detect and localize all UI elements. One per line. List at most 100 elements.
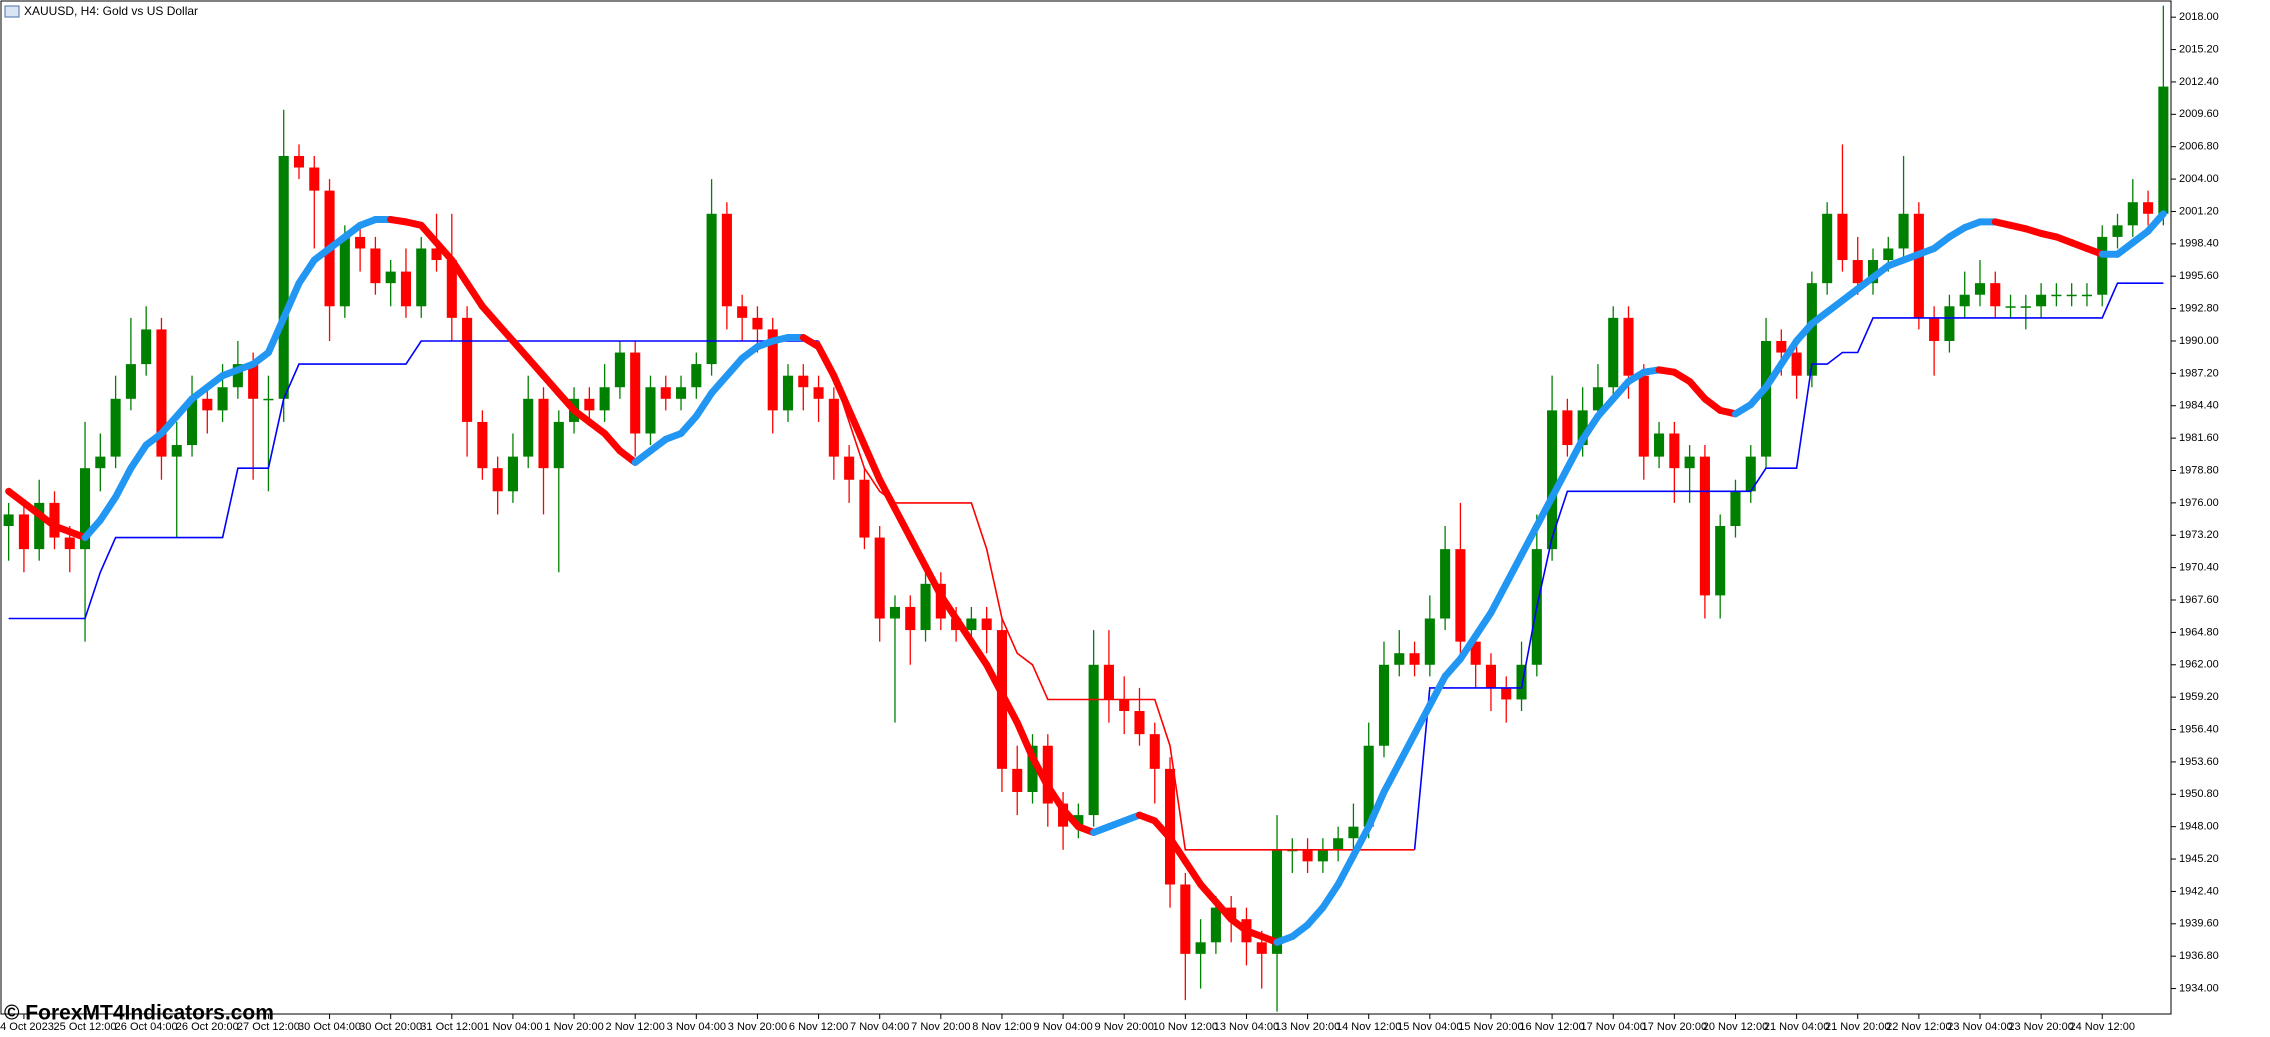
candle-body <box>1592 387 1603 411</box>
candle-body <box>813 387 824 399</box>
candle-body <box>339 236 350 307</box>
trend-ma-segment <box>1487 580 1510 617</box>
candle-body <box>1256 942 1267 954</box>
candle-body <box>1409 653 1420 665</box>
x-tick-label: 26 Oct 20:00 <box>176 1021 239 1033</box>
trend-ma-segment <box>1777 337 1801 368</box>
y-tick-label: 1973.20 <box>2179 529 2219 541</box>
y-tick-label: 1950.80 <box>2179 788 2219 800</box>
y-tick-label: 1936.80 <box>2179 950 2219 962</box>
trend-ma-segment <box>723 354 746 380</box>
symbol-icon <box>4 5 20 18</box>
candle-body <box>675 387 687 399</box>
candle-body <box>1898 213 1909 249</box>
candle-body <box>523 398 534 457</box>
candle-body <box>1363 745 1374 827</box>
x-tick-label: 24 Oct 2023 <box>0 1021 54 1033</box>
candle-body <box>171 445 182 457</box>
x-tick-label: 21 Nov 20:00 <box>1825 1021 1890 1033</box>
y-tick-label: 1948.00 <box>2179 821 2219 833</box>
candle-body <box>1424 618 1435 665</box>
candle-body <box>2036 294 2047 307</box>
candle-body <box>1684 456 1695 469</box>
candle-body <box>1317 849 1328 862</box>
candle-body <box>64 537 75 550</box>
y-tick-label: 1962.00 <box>2179 659 2219 671</box>
trend-ma-segment <box>1502 551 1526 588</box>
candle-body <box>462 317 473 422</box>
candle-body <box>767 329 778 411</box>
support-line <box>1413 282 2164 850</box>
trend-ma-segment <box>555 389 578 414</box>
candle-body <box>1333 838 1344 850</box>
trend-ma-segment <box>922 562 945 599</box>
candle-body <box>385 271 396 284</box>
candle-body <box>630 352 641 434</box>
candle-body <box>1103 664 1114 700</box>
x-tick-label: 21 Nov 04:00 <box>1764 1021 1829 1033</box>
x-tick-label: 10 Nov 12:00 <box>1153 1021 1218 1033</box>
candle-body <box>1944 306 1955 341</box>
x-tick-label: 7 Nov 20:00 <box>911 1021 970 1033</box>
trend-ma-segment <box>1579 412 1602 443</box>
trend-ma-segment <box>815 343 838 380</box>
candle-body <box>1822 213 1833 284</box>
x-tick-label: 2 Nov 12:00 <box>606 1021 665 1033</box>
candle-body <box>2066 294 2077 297</box>
trend-ma-segment <box>1197 880 1220 906</box>
candle-body <box>110 398 121 457</box>
candle-body <box>400 271 412 307</box>
x-tick-label: 17 Nov 04:00 <box>1580 1021 1645 1033</box>
trend-ma-segment <box>1472 609 1495 640</box>
trend-ma-segment <box>1686 377 1709 403</box>
trend-ma-segment <box>448 256 471 287</box>
x-tick-label: 13 Nov 20:00 <box>1275 1021 1340 1033</box>
candle-body <box>2005 306 2016 308</box>
trend-ma-segment <box>1533 493 1556 530</box>
trend-ma-segment <box>1594 395 1617 420</box>
candle-body <box>1302 849 1313 862</box>
candle-body <box>1990 283 2001 307</box>
candle-body <box>248 364 259 399</box>
y-tick-label: 1978.80 <box>2179 464 2219 476</box>
trend-ma-segment <box>845 406 868 449</box>
candle-body <box>2081 294 2092 297</box>
candle-body <box>721 213 732 307</box>
candle-body <box>645 387 656 434</box>
candle-body <box>95 456 106 469</box>
candle-body <box>752 317 763 330</box>
y-tick-label: 1953.60 <box>2179 756 2219 768</box>
candle-body <box>1867 260 1879 284</box>
trend-ma-segment <box>112 464 135 501</box>
trend-ma-segment <box>998 690 1021 727</box>
candle-body <box>1195 942 1206 954</box>
trend-ma-segment <box>983 661 1006 698</box>
candle-body <box>1180 884 1191 954</box>
candle-body <box>1699 456 1710 596</box>
trend-ma-segment <box>1518 522 1541 559</box>
candle-body <box>1501 687 1512 700</box>
candle-body <box>477 421 488 469</box>
candle-body <box>309 167 320 191</box>
candle-body <box>1745 456 1756 492</box>
x-tick-label: 1 Nov 04:00 <box>483 1021 542 1033</box>
trend-ma-segment <box>677 412 700 437</box>
trend-ma-segment <box>1548 464 1571 501</box>
candle-body <box>798 375 809 388</box>
trend-ma-segment <box>1029 753 1052 790</box>
trend-ma-segment <box>1212 898 1235 923</box>
candle-body <box>34 502 45 550</box>
candle-body <box>232 364 243 388</box>
y-tick-label: 1939.60 <box>2179 918 2219 930</box>
candle-body <box>1760 340 1772 457</box>
candle-body <box>1837 213 1848 261</box>
x-tick-label: 14 Nov 12:00 <box>1336 1021 1401 1033</box>
candle-body <box>1149 734 1160 769</box>
trend-ma-segment <box>891 505 914 542</box>
candle-body <box>2097 236 2108 295</box>
candle-body <box>202 398 213 411</box>
trend-ma-segment <box>1365 788 1388 831</box>
x-tick-label: 20 Nov 12:00 <box>1703 1021 1768 1033</box>
candle-body <box>1913 213 1924 318</box>
